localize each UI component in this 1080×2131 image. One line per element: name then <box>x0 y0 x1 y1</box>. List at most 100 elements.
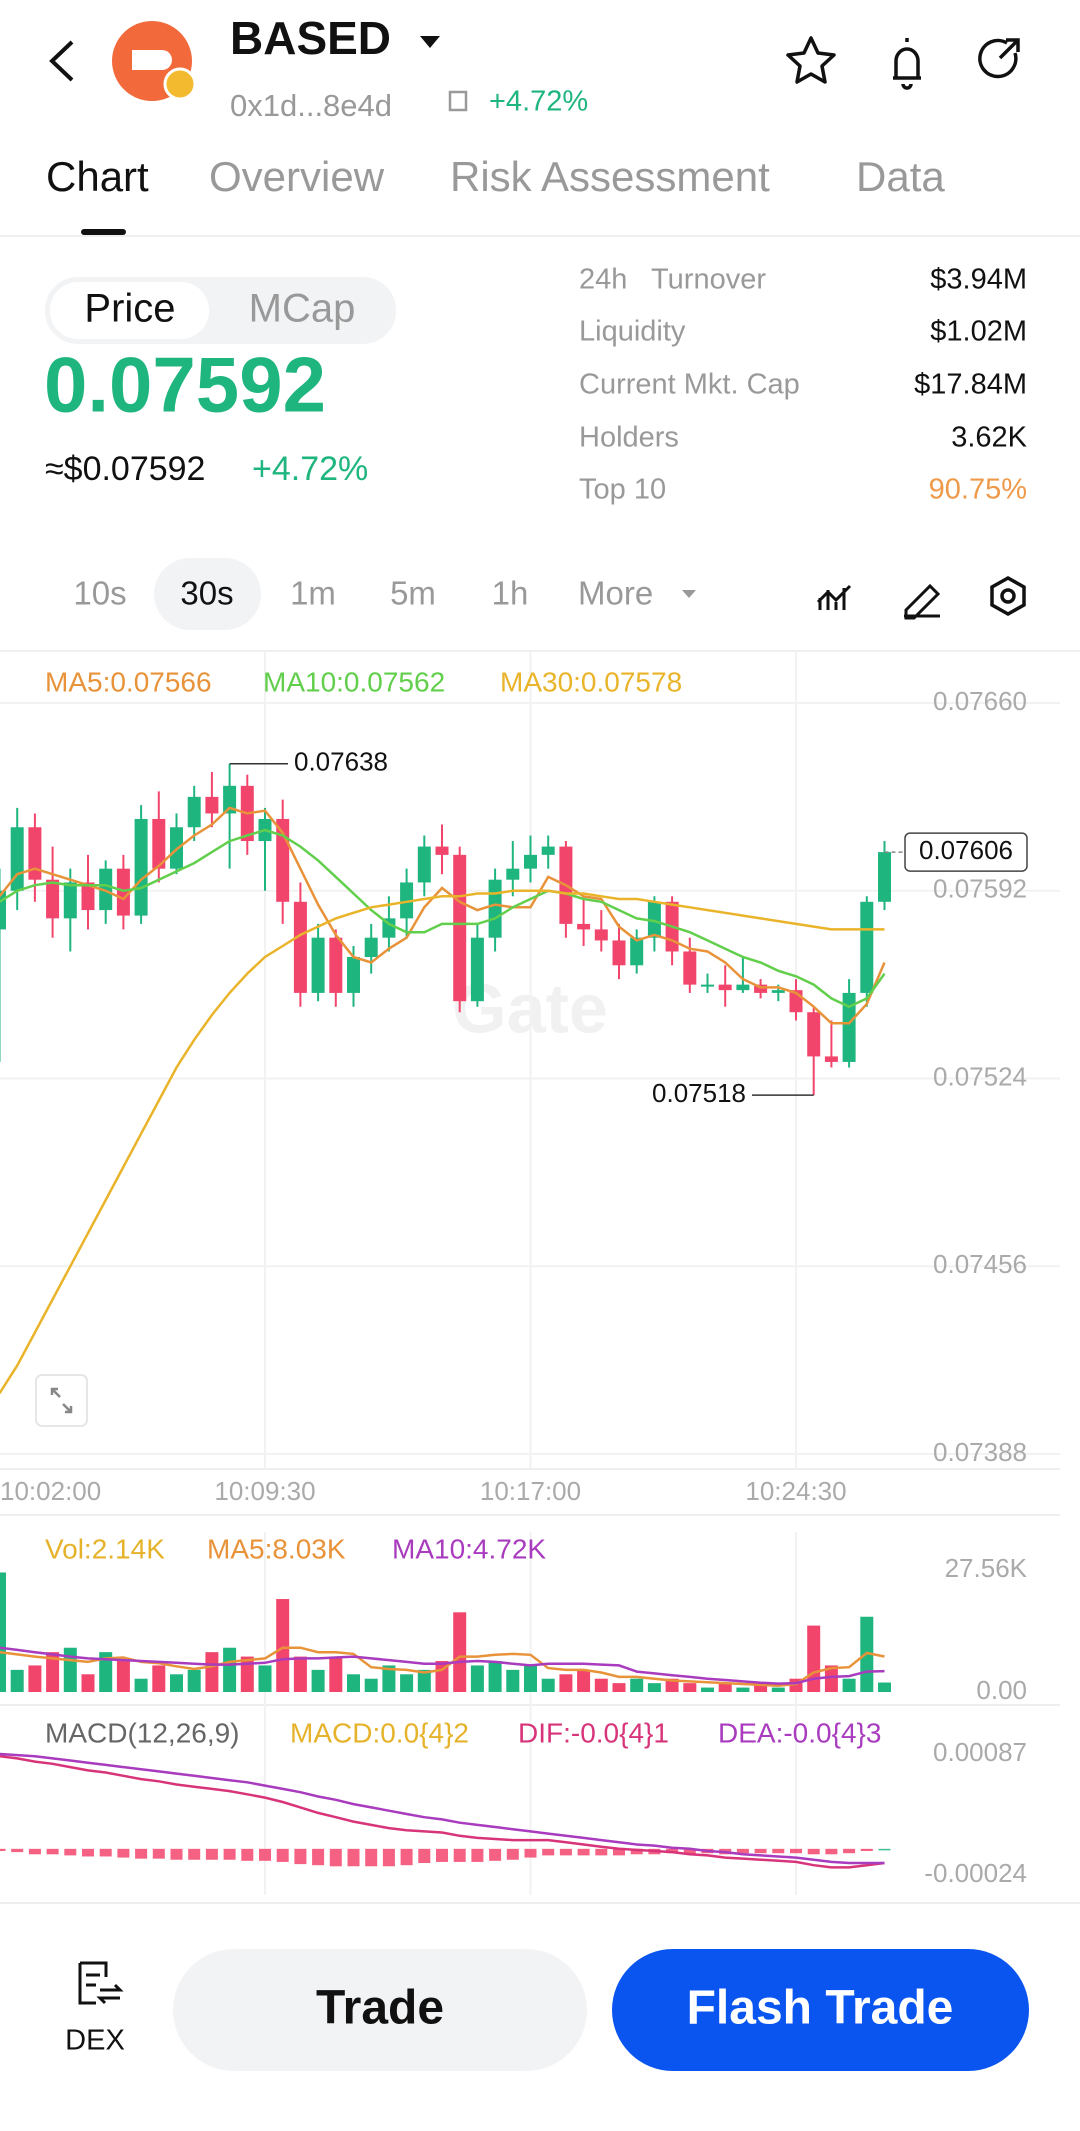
y-tick-label: 27.56K <box>945 1553 1028 1583</box>
header-change: +4.72% <box>489 86 588 118</box>
volume-bar <box>701 1687 714 1692</box>
stat-label: Current Mkt. Cap <box>579 369 800 401</box>
macd-bar <box>683 1848 696 1855</box>
macd-bar <box>135 1848 148 1859</box>
candle-body <box>417 846 431 883</box>
toggle-selected <box>50 282 209 339</box>
volume-bar <box>771 1687 785 1692</box>
expand-icon[interactable] <box>50 1387 73 1414</box>
candle-body <box>364 937 378 958</box>
interval: 30s <box>180 575 233 612</box>
macd-bar <box>559 1848 572 1856</box>
stat-value: $1.02M <box>930 316 1027 348</box>
flash-trade-label[interactable]: Flash Trade <box>687 1982 954 2035</box>
macd-bar <box>418 1848 431 1864</box>
volume-bar <box>223 1647 237 1692</box>
dropdown-arrow[interactable] <box>420 36 440 48</box>
macd-bar <box>205 1848 218 1860</box>
candle-body <box>718 984 732 991</box>
volume-bar <box>293 1656 307 1692</box>
volume-bar <box>612 1683 626 1692</box>
macd-bar <box>807 1848 820 1855</box>
volume-bar <box>10 1669 24 1692</box>
candle-body <box>824 1056 838 1062</box>
trade-button[interactable] <box>173 1949 587 2071</box>
macd-bar <box>347 1848 360 1867</box>
candle-body <box>524 854 537 869</box>
max-label: 0.07638 <box>294 747 388 777</box>
candle-body <box>205 796 219 814</box>
dex-label[interactable]: DEX <box>65 2025 125 2057</box>
token-address: 0x1d...8e4d <box>230 88 392 123</box>
alert-button[interactable] <box>893 38 921 90</box>
volume-bar <box>807 1625 821 1692</box>
toggle-option[interactable]: MCap <box>249 287 356 331</box>
expand-button[interactable] <box>35 1374 88 1427</box>
volume-bar <box>347 1674 360 1692</box>
macd-bar <box>241 1848 254 1861</box>
y-tick-label: 0.07660 <box>933 686 1027 716</box>
macd-bar <box>46 1848 59 1855</box>
indicator-button[interactable] <box>816 584 852 610</box>
macd-bar <box>382 1848 395 1867</box>
candle-body <box>223 785 237 814</box>
toggle-option[interactable]: Price <box>84 287 175 331</box>
tab-indicator <box>81 229 126 235</box>
tab[interactable]: Data <box>856 153 945 200</box>
candle-body <box>435 846 449 855</box>
min-label: 0.07518 <box>652 1078 746 1108</box>
flash-trade-button[interactable] <box>612 1949 1029 2071</box>
candle-body <box>28 827 42 880</box>
trade-label[interactable]: Trade <box>316 1982 444 2035</box>
candle-body <box>400 882 414 919</box>
stat-label: Top 10 <box>579 474 666 506</box>
dex-icon[interactable] <box>78 1961 124 2005</box>
indicator-line <box>0 889 885 1394</box>
macd-bar <box>0 1848 6 1852</box>
macd-bar <box>754 1848 767 1854</box>
indicator-line <box>0 828 886 1009</box>
tab[interactable]: Overview <box>209 153 385 200</box>
candle-body <box>453 854 467 1002</box>
copy-button[interactable] <box>448 90 468 112</box>
tab[interactable]: Chart <box>46 153 149 200</box>
volume-bar <box>683 1683 697 1692</box>
macd-bar <box>329 1848 342 1867</box>
candle-body <box>771 990 785 993</box>
share-button[interactable] <box>978 38 1020 79</box>
candle-body <box>311 937 325 993</box>
candle-body <box>488 879 502 938</box>
volume-bar <box>81 1674 95 1692</box>
legend-label: MA5:8.03K <box>207 1533 346 1564</box>
volume-bar <box>754 1683 768 1692</box>
draw-button[interactable] <box>904 583 941 620</box>
volume-bar <box>417 1669 431 1692</box>
macd-bar <box>860 1848 873 1852</box>
favorite-button[interactable] <box>786 36 836 84</box>
candle-body <box>842 992 856 1062</box>
token-name[interactable]: BASED <box>230 12 391 64</box>
y-tick-label: 0.07592 <box>933 874 1027 904</box>
tab[interactable]: Risk Assessment <box>450 153 770 200</box>
interval: More <box>578 575 653 612</box>
volume-bar <box>170 1674 183 1692</box>
settings-button[interactable] <box>990 575 1026 617</box>
x-tick-label: 10:09:30 <box>214 1476 315 1506</box>
macd-bar <box>276 1848 289 1862</box>
volume-bar <box>0 1572 6 1692</box>
interval-selected <box>154 558 261 630</box>
intervals: 10s 30s 1m 5m 1h More <box>73 575 696 612</box>
candle-body <box>293 901 307 993</box>
settings-button-dot[interactable] <box>1000 588 1016 604</box>
indicator-line <box>0 806 886 1025</box>
last-price-label: 0.07606 <box>919 835 1013 865</box>
macd-bar <box>506 1848 519 1860</box>
volume-bar <box>665 1678 679 1692</box>
candle-body <box>594 929 608 941</box>
volume-bar <box>524 1665 537 1692</box>
back-button[interactable] <box>49 40 74 82</box>
volume-bar <box>364 1678 378 1692</box>
x-tick-label: 10:02:00 <box>0 1476 101 1506</box>
candle-body <box>807 1012 821 1057</box>
